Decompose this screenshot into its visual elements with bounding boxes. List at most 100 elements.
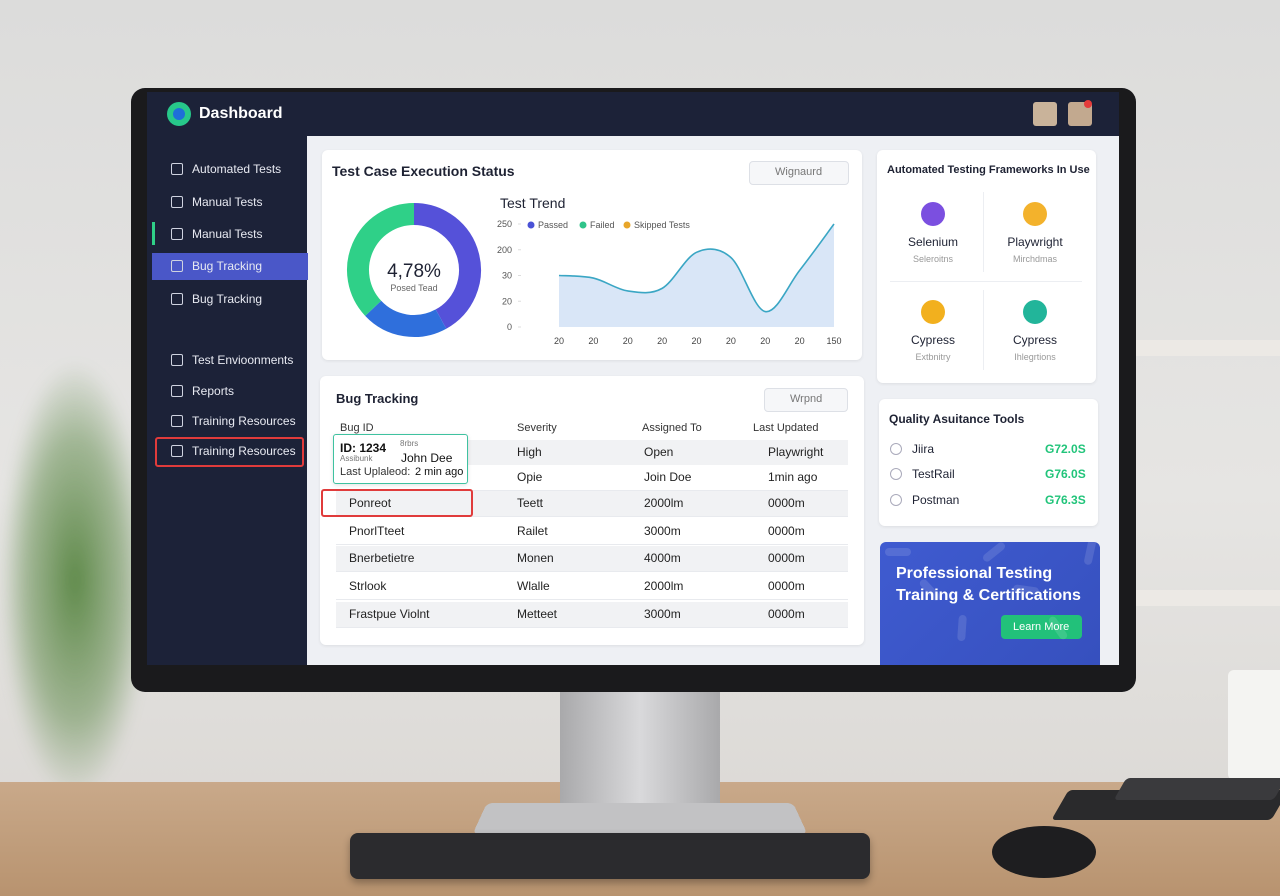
table-cell: 3000m	[644, 524, 681, 538]
y-tick-label: 20	[502, 296, 512, 306]
tool-value: G72.0S	[1045, 442, 1086, 456]
table-cell: Railet	[517, 524, 548, 538]
framework-name: Playwright	[1007, 235, 1063, 249]
table-cell: 0000m	[768, 579, 805, 593]
table-cell: Open	[644, 445, 674, 459]
sidebar-active	[152, 253, 308, 280]
sidebar-icon	[171, 354, 183, 366]
y-tick-label: 200	[497, 245, 512, 255]
card-title: Quality Asuitance Tools	[889, 412, 1025, 426]
x-tick-label: 20	[726, 336, 736, 346]
column-header: Bug ID	[340, 422, 374, 434]
framework-icon	[921, 202, 945, 226]
tooltip	[333, 434, 468, 484]
card-title: Bug Tracking	[336, 391, 419, 406]
tooltip-name: John Dee	[401, 451, 453, 465]
table-row	[336, 491, 848, 517]
sidebar-item[interactable]: Training Resources	[192, 414, 296, 428]
sidebar-icon	[171, 196, 183, 208]
avatar[interactable]	[1033, 102, 1057, 126]
sidebar-icon	[171, 163, 183, 175]
column-header: Assigned To	[642, 422, 702, 434]
table-row	[336, 546, 848, 572]
divider	[983, 290, 984, 370]
trend-area	[559, 224, 834, 327]
radio[interactable]	[890, 468, 902, 480]
table-cell: 4000m	[644, 551, 681, 565]
framework-name: Cypress	[910, 333, 956, 347]
sidebar	[147, 136, 307, 665]
table-cell: Frastpue Violnt	[349, 607, 430, 621]
sidebar-item[interactable]: Manual Tests	[192, 195, 263, 209]
table-cell: Playwright	[768, 445, 824, 459]
x-tick-label: 20	[691, 336, 701, 346]
sidebar-icon	[171, 260, 183, 272]
tooltip-id: ID: 1234	[340, 441, 387, 455]
learn-more-button[interactable]	[1001, 615, 1082, 639]
radio[interactable]	[890, 494, 902, 506]
legend-dot	[527, 221, 535, 229]
framework-name: Selenium	[907, 235, 959, 249]
table-cell: Ponreot	[349, 496, 392, 510]
promo-card	[880, 542, 1100, 665]
sidebar-icon	[171, 385, 183, 397]
radio[interactable]	[890, 443, 902, 455]
highlight-box	[155, 437, 304, 467]
y-tick-label: 0	[507, 322, 512, 332]
top-bar	[147, 92, 1119, 136]
chart-title: Test Trend	[500, 195, 566, 211]
sidebar-item[interactable]: Bug Tracking	[192, 292, 263, 306]
promo-shape	[885, 548, 911, 556]
sidebar-item[interactable]: Test Envioonments	[192, 353, 294, 367]
table-cell: 2000lm	[644, 579, 684, 593]
x-tick-label: 20	[554, 336, 564, 346]
x-tick-label: 20	[760, 336, 770, 346]
x-tick-label: 150	[826, 336, 841, 346]
table-cell: Bnerbetietre	[349, 551, 415, 565]
x-tick-label: 20	[657, 336, 667, 346]
legend-dot	[579, 221, 587, 229]
sidebar-accent	[152, 222, 155, 245]
framework-icon	[1023, 300, 1047, 324]
table-cell: 0000m	[768, 551, 805, 565]
table-cell: Join Doe	[644, 470, 692, 484]
mug	[1228, 670, 1280, 780]
sidebar-item[interactable]: Bug Tracking	[192, 259, 263, 273]
sidebar-item[interactable]: Manual Tests	[192, 227, 263, 241]
trend-line	[558, 223, 835, 313]
shelf	[1130, 340, 1280, 356]
notification-badge	[1084, 100, 1092, 108]
sidebar-item[interactable]: Training Resources	[192, 444, 296, 458]
sidebar-item[interactable]: Reports	[192, 384, 235, 398]
table-row	[336, 602, 848, 628]
framework-icon	[921, 300, 945, 324]
tool-value: G76.0S	[1045, 467, 1086, 481]
sidebar-icon	[171, 293, 183, 305]
column-header: Last Updated	[753, 422, 819, 434]
legend-label: Skipped Tests	[634, 220, 690, 230]
framework-sub: Ihlegrtions	[1014, 352, 1056, 362]
button-label: Learn More	[1013, 621, 1070, 633]
table-cell: 2000lm	[644, 496, 684, 510]
tool-name: Postman	[912, 493, 960, 507]
legend-dot	[623, 221, 631, 229]
tooltip-sub: Assibunk	[340, 454, 373, 463]
card-title: Test Case Execution Status	[332, 163, 515, 179]
divider	[890, 281, 1082, 282]
filter-text: Wrpnd	[790, 393, 823, 405]
table-row	[336, 574, 848, 600]
filter-box[interactable]	[764, 388, 848, 412]
app-title: Dashboard	[199, 105, 283, 122]
search-box[interactable]	[749, 161, 849, 185]
donut-segment	[413, 203, 481, 329]
sidebar-item[interactable]: Automated Tests	[192, 162, 282, 176]
framework-sub: Mirchdmas	[1012, 254, 1058, 264]
qa-card	[879, 399, 1098, 526]
framework-sub: Seleroitns	[912, 254, 954, 264]
table-cell: High	[517, 445, 542, 459]
sidebar-icon	[171, 415, 183, 427]
table-cell: Teett	[517, 496, 544, 510]
framework-name: Cypress	[1012, 333, 1058, 347]
table-cell: 0000m	[768, 607, 805, 621]
tool-value: G76.3S	[1045, 493, 1086, 507]
